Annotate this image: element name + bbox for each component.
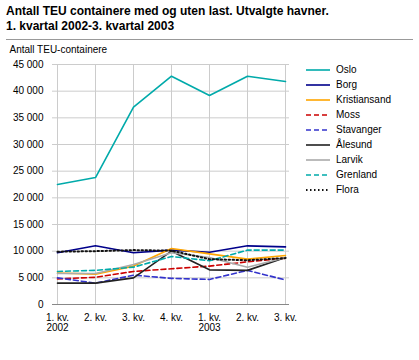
- html-text:Ålesund: Ålesund: [336, 139, 373, 150]
- html-text:Stavanger: Stavanger: [336, 124, 382, 135]
- svg-text:Antall TEU-containere: Antall TEU-containere: [10, 44, 108, 55]
- html-text:Antall TEU containere med og u: Antall TEU containere med og uten last. …: [6, 4, 329, 18]
- html-text:Larvik: Larvik: [336, 154, 363, 165]
- html-text:Flora: Flora: [336, 184, 359, 195]
- svg-text:35 000: 35 000: [13, 112, 44, 123]
- svg-text:1. kv.2003: 1. kv.2003: [198, 312, 221, 333]
- html-text:Grenland: Grenland: [336, 169, 378, 180]
- svg-text:25 000: 25 000: [13, 165, 44, 176]
- html-text:Moss: Moss: [336, 109, 360, 120]
- svg-text:0: 0: [38, 299, 44, 310]
- html-text:Kristiansand: Kristiansand: [336, 94, 391, 105]
- svg-text:1. kv.2002: 1. kv.2002: [46, 312, 69, 333]
- svg-text:4. kv.: 4. kv.: [160, 312, 183, 323]
- svg-text:20 000: 20 000: [13, 192, 44, 203]
- svg-text:30 000: 30 000: [13, 139, 44, 150]
- svg-text:3. kv.: 3. kv.: [274, 312, 297, 323]
- svg-text:10 000: 10 000: [13, 245, 44, 256]
- svg-text:2. kv.: 2. kv.: [84, 312, 107, 323]
- html-text:Oslo: Oslo: [336, 64, 357, 75]
- svg-text:5 000: 5 000: [18, 272, 43, 283]
- html-text:Borg: Borg: [336, 79, 358, 90]
- svg-text:2. kv.: 2. kv.: [236, 312, 259, 323]
- svg-text:3. kv.: 3. kv.: [122, 312, 145, 323]
- svg-text:15 000: 15 000: [13, 219, 44, 230]
- html-text:1. kvartal 2002-3. kvartal 200: 1. kvartal 2002-3. kvartal 2003: [6, 19, 175, 33]
- svg-text:45 000: 45 000: [13, 59, 44, 70]
- svg-text:40 000: 40 000: [13, 85, 44, 96]
